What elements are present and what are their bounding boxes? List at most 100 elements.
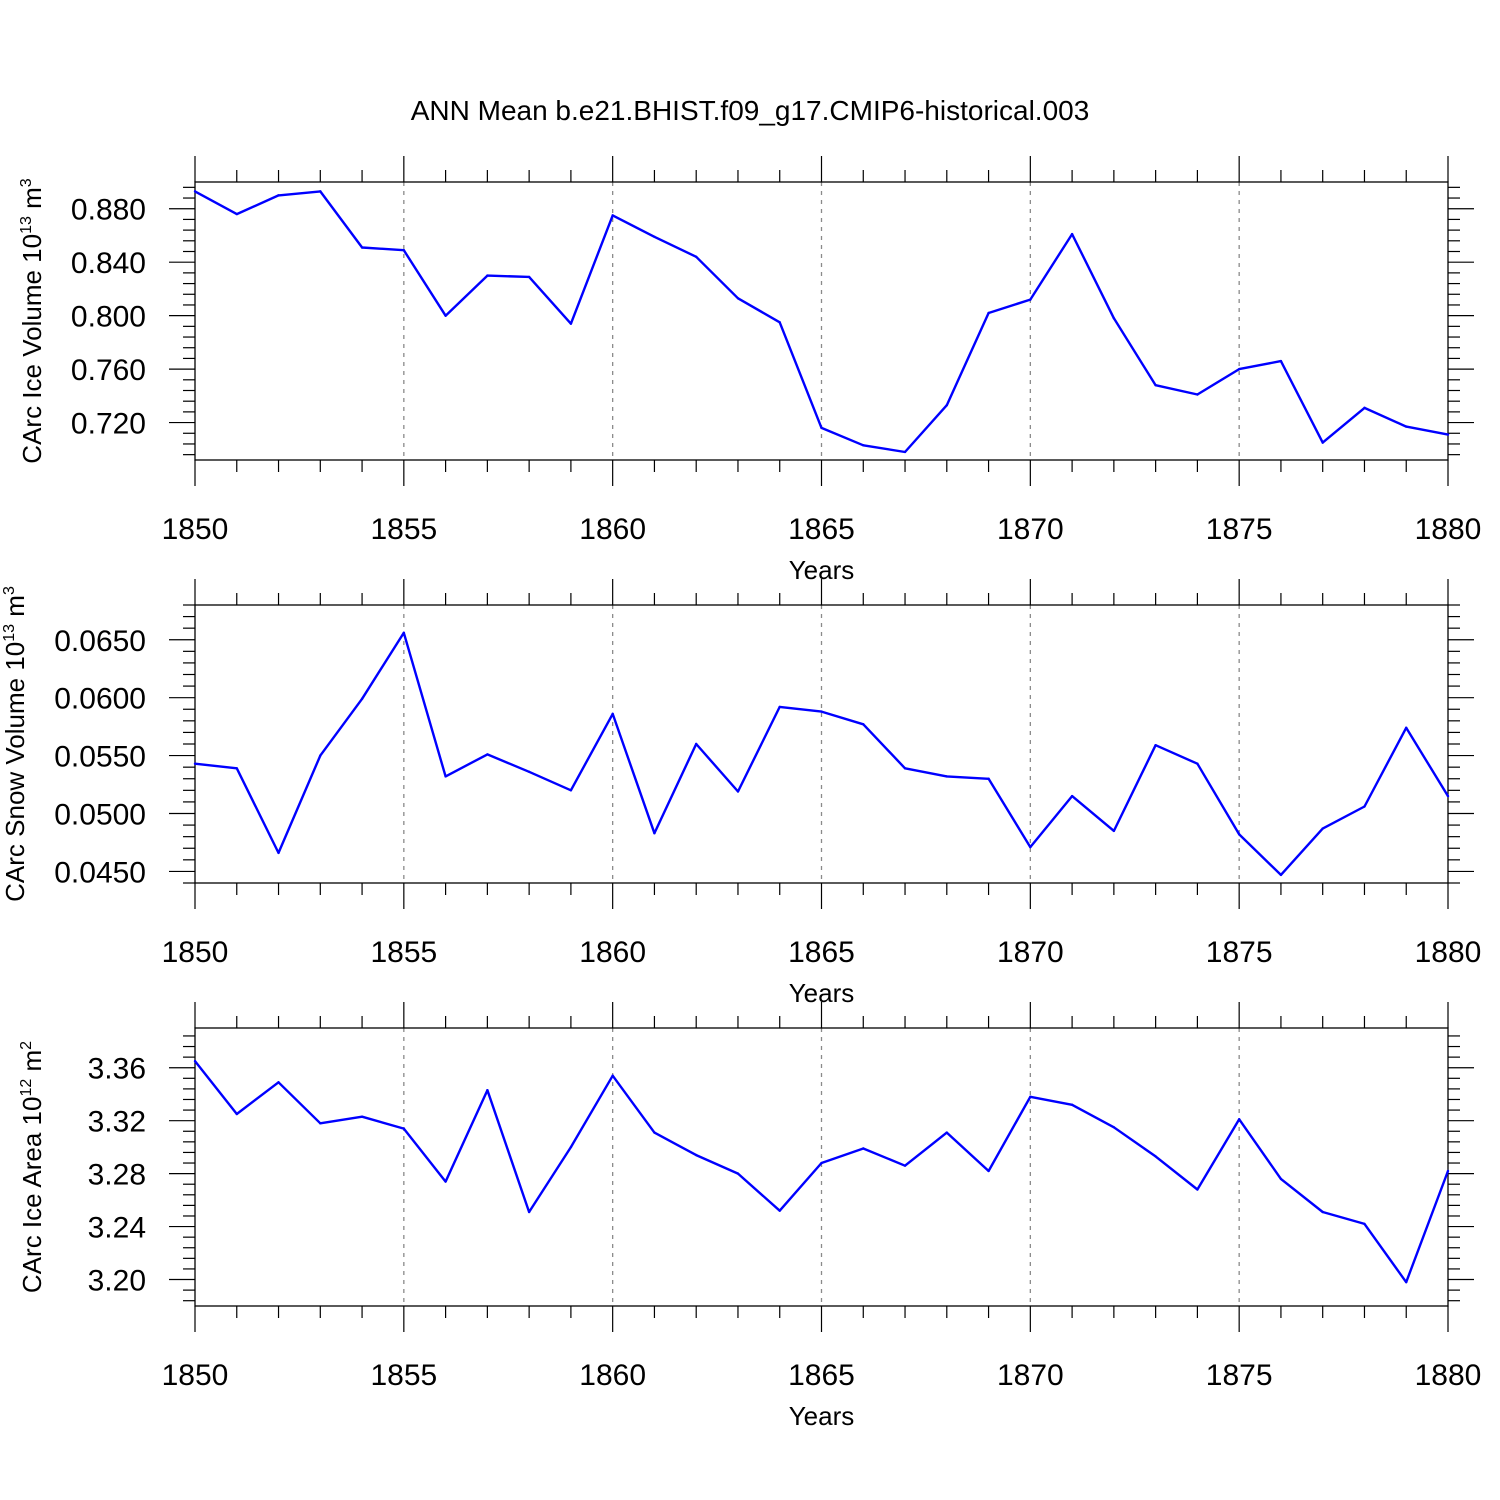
x-tick-label: 1855	[370, 936, 437, 969]
x-tick-label: 1870	[997, 513, 1064, 546]
data-point	[1237, 367, 1241, 371]
x-tick-label: 1860	[579, 1359, 646, 1392]
data-point	[402, 631, 406, 634]
data-point	[862, 1147, 865, 1150]
y-tick-label: 3.20	[88, 1265, 146, 1298]
data-point	[569, 1145, 573, 1149]
x-axis-label: Years	[789, 1401, 855, 1431]
y-tick-label: 0.840	[71, 247, 146, 280]
y-axis-label-unit-exponent: 3	[1, 586, 18, 595]
data-point	[277, 851, 280, 855]
data-point	[1279, 873, 1283, 877]
data-point	[1196, 393, 1199, 396]
y-tick-label: 0.760	[71, 354, 146, 387]
data-point	[1029, 1095, 1032, 1099]
data-point	[862, 723, 865, 726]
data-point	[653, 831, 656, 835]
data-point	[193, 762, 197, 765]
data-point	[235, 1112, 238, 1116]
x-tick-label: 1880	[1415, 513, 1482, 546]
data-point	[444, 775, 447, 778]
x-tick-label: 1875	[1206, 1359, 1273, 1392]
data-point	[945, 1131, 948, 1134]
data-point	[402, 1127, 406, 1130]
data-point	[1446, 433, 1450, 436]
x-tick-label: 1855	[370, 1359, 437, 1392]
data-point	[695, 1153, 698, 1157]
data-point	[1321, 441, 1324, 444]
data-point	[736, 790, 740, 793]
data-point	[277, 194, 280, 197]
data-point	[736, 1172, 740, 1175]
x-tick-label: 1865	[788, 1359, 855, 1392]
x-tick-label: 1850	[162, 936, 229, 969]
data-point	[1446, 794, 1450, 798]
data-point	[360, 1115, 364, 1118]
data-point	[486, 274, 489, 277]
y-tick-label: 0.0450	[54, 856, 146, 889]
y-tick-label: 3.32	[88, 1106, 146, 1139]
data-point	[1363, 805, 1366, 808]
data-point	[444, 1180, 447, 1183]
data-point	[903, 450, 907, 454]
y-axis-label-unit: m	[17, 187, 47, 216]
data-point	[820, 1161, 823, 1165]
x-tick-label: 1860	[579, 513, 646, 546]
data-point	[319, 190, 322, 193]
y-axis-label-exponent: 12	[18, 1079, 35, 1097]
y-axis-label-unit-exponent: 2	[18, 1041, 35, 1050]
y-tick-label: 0.0600	[54, 683, 146, 716]
data-point	[1196, 762, 1199, 765]
data-point	[1446, 1169, 1450, 1173]
y-axis-label-unit: m	[0, 595, 30, 624]
x-tick-label: 1875	[1206, 513, 1273, 546]
y-tick-label: 3.36	[88, 1053, 146, 1086]
data-point	[1279, 359, 1283, 363]
data-point	[1070, 232, 1074, 236]
y-tick-label: 0.880	[71, 194, 146, 227]
y-axis-label-text: CArc Ice Volume 10	[17, 234, 47, 464]
data-point	[736, 297, 740, 300]
data-point	[193, 1059, 197, 1063]
data-point	[903, 767, 907, 770]
x-tick-label: 1865	[788, 936, 855, 969]
data-point	[1070, 1103, 1074, 1106]
data-point	[193, 190, 197, 193]
y-axis-label: CArc Ice Volume 1013 m3	[17, 178, 47, 463]
data-point	[945, 775, 948, 778]
data-point	[695, 255, 698, 259]
data-point	[360, 697, 364, 701]
y-axis-label-exponent: 13	[1, 624, 18, 642]
data-point	[444, 314, 447, 317]
data-point	[360, 246, 364, 249]
data-point	[1029, 845, 1032, 849]
data-point	[569, 789, 573, 792]
data-point	[1405, 425, 1408, 428]
data-point	[611, 214, 614, 217]
data-point	[569, 322, 573, 325]
data-point	[653, 1131, 656, 1134]
data-point	[987, 311, 990, 315]
panels: 1850 1855 1860 1865 1870 1875 1880 Years 0.720 0.…	[0, 156, 1481, 1431]
data-point	[486, 1089, 489, 1092]
data-point	[486, 753, 489, 756]
x-tick-label: 1880	[1415, 936, 1482, 969]
data-point	[903, 1164, 907, 1167]
data-point	[695, 742, 698, 746]
data-point	[1196, 1188, 1199, 1191]
data-point	[1070, 794, 1074, 798]
data-point	[778, 1209, 781, 1212]
x-tick-label: 1855	[370, 513, 437, 546]
data-point	[1154, 743, 1157, 747]
data-point	[527, 1210, 531, 1214]
data-point	[1279, 1177, 1283, 1181]
data-point	[1405, 1280, 1408, 1284]
data-point	[1154, 383, 1157, 387]
data-point	[1321, 827, 1324, 830]
data-point	[611, 1074, 614, 1077]
data-point	[778, 705, 781, 709]
data-point	[1237, 1118, 1241, 1121]
data-point	[277, 1081, 280, 1084]
x-tick-label: 1865	[788, 513, 855, 546]
